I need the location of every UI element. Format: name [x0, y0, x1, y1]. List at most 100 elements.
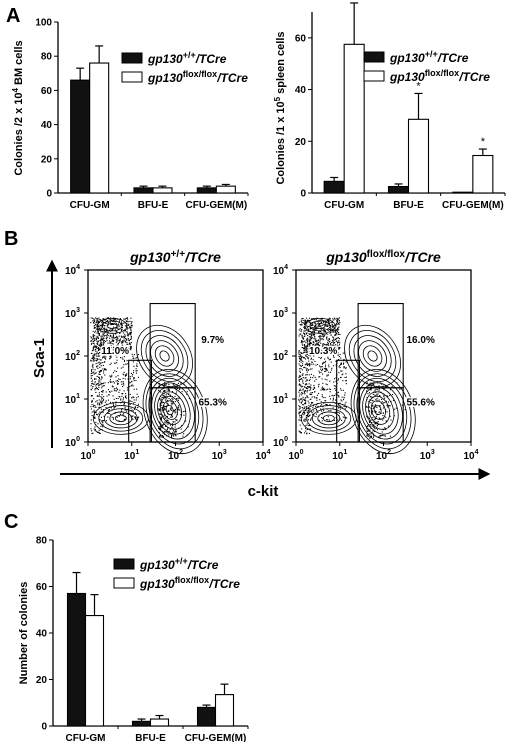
flow-dot	[108, 409, 110, 411]
flow-dot	[93, 342, 95, 344]
flow-dot	[344, 394, 346, 396]
flow-dot	[137, 354, 139, 356]
flow-dot	[326, 352, 328, 354]
flow-dot	[322, 339, 324, 341]
flow-dot	[337, 342, 339, 344]
flow-dot	[164, 386, 166, 388]
flow-dot	[303, 413, 305, 415]
x-tick-label: CFU-GEM(M)	[185, 733, 247, 742]
flow-dot	[333, 385, 335, 387]
flow-dot	[94, 406, 96, 408]
flow-dot	[342, 352, 344, 354]
flow-dot	[320, 339, 322, 341]
flow-dot	[304, 346, 306, 348]
flow-dot	[301, 334, 303, 336]
flow-dot	[159, 427, 161, 429]
flow-dot	[380, 418, 382, 420]
flow-dot	[326, 368, 328, 370]
flow-dot	[97, 347, 99, 349]
flow-dot	[338, 366, 340, 368]
flow-dot	[345, 406, 347, 408]
flow-dot	[333, 339, 335, 341]
flow-dot	[383, 402, 385, 404]
flow-dot	[104, 374, 106, 376]
flow-dot	[341, 407, 343, 409]
flow-dot	[314, 376, 316, 378]
flow-dot	[126, 321, 128, 323]
flow-dot	[372, 393, 374, 395]
flow-dot	[321, 370, 323, 372]
flow-dot	[382, 412, 384, 414]
flow-dot	[336, 331, 338, 333]
contour-ring	[159, 395, 183, 425]
flow-dot	[101, 396, 103, 398]
flow-dot	[182, 411, 184, 413]
flow-dot	[123, 336, 125, 338]
flow-dot	[334, 350, 336, 352]
flow-dot	[337, 320, 339, 322]
flow-dot	[106, 350, 108, 352]
flow-dot	[100, 379, 102, 381]
flow-dot	[320, 368, 322, 370]
flow-dot	[318, 384, 320, 386]
flow-dot	[163, 405, 165, 407]
flow-dot	[119, 339, 121, 341]
flow-dot	[111, 376, 113, 378]
bar-wt	[452, 191, 474, 194]
flow-dot	[302, 404, 304, 406]
flow-dot	[325, 360, 327, 362]
flow-dot	[128, 343, 130, 345]
flow-dot	[92, 360, 94, 362]
flow-dot	[320, 371, 322, 373]
flow-dot	[94, 430, 96, 432]
flow-dot	[115, 401, 117, 403]
flow-dot	[324, 368, 326, 370]
flow-dot	[103, 345, 105, 347]
flow-dot	[373, 436, 375, 438]
flow-dot	[109, 337, 111, 339]
flow-dot	[137, 403, 139, 405]
flow-dot	[127, 343, 129, 345]
bar-wt	[387, 185, 410, 194]
flow-dot	[94, 331, 96, 333]
flow-dot	[308, 345, 310, 347]
flow-dot	[97, 337, 99, 339]
y-tick-label: 20	[36, 675, 48, 686]
flow-dot	[91, 415, 93, 417]
flow-dot	[97, 341, 99, 343]
flow-dot	[302, 363, 304, 365]
flow-dot	[317, 343, 319, 345]
flow-dot	[299, 371, 301, 373]
flow-dot	[165, 398, 167, 400]
flow-dot	[333, 319, 335, 321]
flow-dot	[98, 370, 100, 372]
flow-dot	[124, 349, 126, 351]
flow-dot	[132, 396, 134, 398]
flow-dot	[371, 431, 373, 433]
flow-dot	[130, 347, 132, 349]
flow-dot	[177, 408, 179, 410]
flow-dot	[118, 378, 120, 380]
flow-dot	[399, 388, 401, 390]
flow-dot	[320, 350, 322, 352]
flow-dot	[314, 327, 316, 329]
flow-dot	[311, 417, 313, 419]
flow-dot	[116, 339, 118, 341]
flow-dot	[172, 403, 174, 405]
flow-cytometry-panel: gp130+/+/TCre11.0%9.7%65.3%1001001011011…	[31, 249, 491, 500]
flow-dot	[320, 338, 322, 340]
flow-dot	[304, 364, 306, 366]
flow-dot	[307, 341, 309, 343]
flow-dot	[335, 344, 337, 346]
flow-dot	[106, 395, 108, 397]
flow-dot	[304, 398, 306, 400]
flow-dot	[98, 361, 100, 363]
flow-dot	[336, 321, 338, 323]
flow-dot	[104, 368, 106, 370]
contour-ring	[367, 395, 391, 425]
flow-dot	[115, 390, 117, 392]
flow-dot	[344, 416, 346, 418]
flow-dot	[323, 321, 325, 323]
flow-dot	[161, 396, 163, 398]
flow-dot	[120, 324, 122, 326]
